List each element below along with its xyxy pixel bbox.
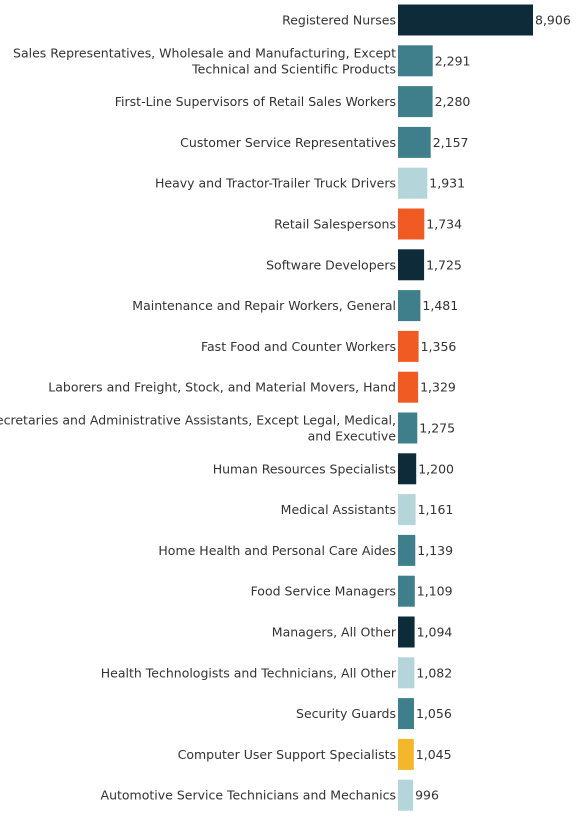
category-label-18: Computer User Support Specialists	[178, 747, 396, 762]
bar-9	[398, 371, 419, 403]
category-label-11: Human Resources Specialists	[213, 461, 396, 476]
value-label-17: 1,056	[416, 706, 452, 721]
category-label-1: Sales Representatives, Wholesale and Man…	[13, 45, 396, 76]
category-label-4: Heavy and Tractor-Trailer Truck Drivers	[155, 176, 396, 191]
category-label-line: Automotive Service Technicians and Mecha…	[101, 788, 396, 803]
value-labels: 8,906 2,291 2,280 2,157 1,931 1,734 1,725 1,481…	[415, 13, 571, 803]
category-label-line: Laborers and Freight, Stock, and Materia…	[48, 380, 396, 395]
bar-13	[398, 534, 416, 566]
category-label-line: and Executive	[308, 429, 397, 444]
category-label-line: Security Guards	[296, 706, 396, 721]
value-label-15: 1,094	[417, 625, 453, 640]
value-label-8: 1,356	[421, 339, 457, 354]
category-label-7: Maintenance and Repair Workers, General	[132, 298, 396, 313]
value-label-11: 1,200	[418, 461, 454, 476]
category-label-line: Software Developers	[266, 257, 396, 272]
bar-19	[398, 779, 414, 811]
bar-0	[398, 4, 533, 36]
category-label-15: Managers, All Other	[272, 625, 397, 640]
bar-3	[398, 126, 431, 158]
bar-1	[398, 45, 433, 77]
category-label-line: Sales Representatives, Wholesale and Man…	[13, 45, 396, 60]
category-label-line: First-Line Supervisors of Retail Sales W…	[115, 94, 396, 109]
value-label-5: 1,734	[426, 217, 462, 232]
category-label-line: Heavy and Tractor-Trailer Truck Drivers	[155, 176, 396, 191]
bar-12	[398, 494, 416, 526]
bar-15	[398, 616, 415, 648]
category-label-16: Health Technologists and Technicians, Al…	[101, 665, 397, 680]
value-label-16: 1,082	[416, 665, 452, 680]
category-label-19: Automotive Service Technicians and Mecha…	[101, 788, 396, 803]
bars	[398, 4, 533, 811]
category-label-17: Security Guards	[296, 706, 396, 721]
category-label-line: Maintenance and Repair Workers, General	[132, 298, 396, 313]
value-label-4: 1,931	[429, 176, 465, 191]
category-label-line: Home Health and Personal Care Aides	[158, 543, 396, 558]
value-label-9: 1,329	[420, 380, 456, 395]
bar-4	[398, 167, 428, 199]
value-label-19: 996	[415, 788, 439, 803]
value-label-6: 1,725	[426, 257, 462, 272]
category-label-line: Technical and Scientific Products	[191, 61, 396, 76]
category-label-line: Registered Nurses	[282, 13, 396, 28]
value-label-2: 2,280	[435, 94, 471, 109]
category-label-10: Secretaries and Administrative Assistant…	[0, 413, 396, 444]
category-label-5: Retail Salespersons	[274, 217, 396, 232]
value-label-0: 8,906	[535, 13, 571, 28]
bar-8	[398, 330, 419, 362]
bar-17	[398, 698, 414, 730]
value-label-13: 1,139	[417, 543, 453, 558]
category-label-line: Retail Salespersons	[274, 217, 396, 232]
category-labels: Registered Nurses Sales Representatives, …	[0, 13, 397, 803]
bar-7	[398, 290, 421, 322]
category-label-13: Home Health and Personal Care Aides	[158, 543, 396, 558]
category-label-9: Laborers and Freight, Stock, and Materia…	[48, 380, 396, 395]
category-label-line: Secretaries and Administrative Assistant…	[0, 413, 396, 428]
bar-18	[398, 738, 414, 770]
category-label-line: Fast Food and Counter Workers	[201, 339, 396, 354]
value-label-12: 1,161	[418, 502, 454, 517]
category-label-6: Software Developers	[266, 257, 396, 272]
category-label-line: Food Service Managers	[251, 584, 396, 599]
value-label-7: 1,481	[422, 298, 458, 313]
category-label-line: Computer User Support Specialists	[178, 747, 396, 762]
category-label-line: Medical Assistants	[281, 502, 396, 517]
category-label-3: Customer Service Representatives	[180, 135, 396, 150]
category-label-8: Fast Food and Counter Workers	[201, 339, 396, 354]
category-label-line: Health Technologists and Technicians, Al…	[101, 665, 397, 680]
bar-16	[398, 657, 415, 689]
bar-2	[398, 86, 433, 118]
category-label-12: Medical Assistants	[281, 502, 396, 517]
value-label-14: 1,109	[417, 584, 453, 599]
value-label-18: 1,045	[416, 747, 452, 762]
category-label-line: Customer Service Representatives	[180, 135, 396, 150]
bar-11	[398, 453, 417, 485]
category-label-2: First-Line Supervisors of Retail Sales W…	[115, 94, 396, 109]
category-label-line: Managers, All Other	[272, 625, 397, 640]
bar-6	[398, 249, 425, 281]
value-label-1: 2,291	[435, 53, 471, 68]
category-label-line: Human Resources Specialists	[213, 461, 396, 476]
value-label-3: 2,157	[433, 135, 469, 150]
bar-14	[398, 575, 415, 607]
category-label-0: Registered Nurses	[282, 13, 396, 28]
value-label-10: 1,275	[419, 421, 455, 436]
bar-10	[398, 412, 418, 444]
category-label-14: Food Service Managers	[251, 584, 396, 599]
bar-5	[398, 208, 425, 240]
